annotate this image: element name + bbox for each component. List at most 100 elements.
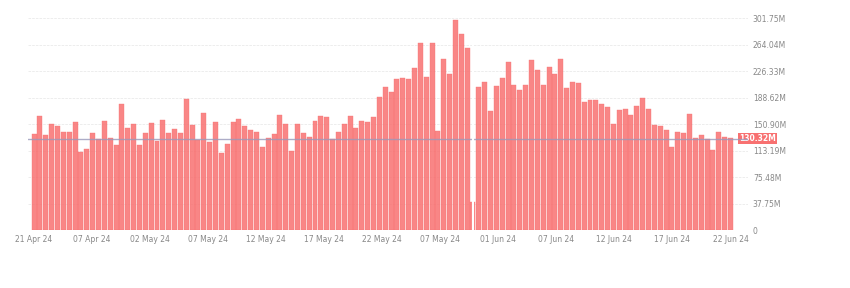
Bar	[570, 82, 575, 230]
Bar	[581, 102, 586, 230]
Bar	[31, 134, 37, 230]
Bar	[289, 151, 294, 230]
Bar	[728, 138, 733, 230]
Bar	[102, 121, 107, 230]
Bar	[96, 139, 101, 230]
Bar	[161, 120, 166, 230]
Bar	[500, 78, 505, 230]
Bar	[558, 59, 564, 230]
Bar	[236, 119, 241, 230]
Bar	[670, 147, 674, 230]
Bar	[564, 88, 570, 230]
Bar	[471, 202, 475, 230]
Bar	[640, 98, 645, 230]
Bar	[465, 48, 469, 230]
Bar	[277, 115, 282, 230]
Bar	[412, 68, 417, 230]
Bar	[535, 70, 540, 230]
Bar	[184, 99, 189, 230]
Bar	[482, 82, 487, 230]
Bar	[687, 114, 692, 230]
Bar	[90, 133, 95, 230]
Bar	[49, 124, 54, 230]
Bar	[459, 34, 464, 230]
Bar	[330, 139, 335, 230]
Bar	[260, 147, 265, 230]
Bar	[664, 130, 669, 230]
Bar	[541, 85, 546, 230]
Bar	[575, 83, 581, 230]
Bar	[494, 86, 499, 230]
Bar	[382, 87, 388, 230]
Bar	[354, 128, 359, 230]
Bar	[360, 121, 365, 230]
Bar	[248, 130, 253, 230]
Bar	[599, 104, 604, 230]
Bar	[196, 140, 201, 230]
Bar	[453, 20, 458, 230]
Bar	[167, 133, 171, 230]
Bar	[377, 97, 382, 230]
Bar	[283, 124, 288, 230]
Bar	[406, 79, 411, 230]
Bar	[114, 145, 118, 230]
Bar	[149, 124, 154, 230]
Bar	[78, 152, 83, 230]
Bar	[371, 117, 376, 230]
Bar	[219, 153, 224, 230]
Bar	[266, 138, 270, 230]
Bar	[429, 43, 434, 230]
Bar	[447, 74, 452, 230]
Bar	[67, 132, 71, 230]
Bar	[254, 132, 259, 230]
Bar	[178, 133, 183, 230]
Bar	[675, 132, 680, 230]
Bar	[336, 132, 341, 230]
Bar	[681, 133, 686, 230]
Bar	[658, 126, 663, 230]
Bar	[529, 60, 534, 230]
Bar	[324, 117, 329, 230]
Text: 130.32M: 130.32M	[740, 134, 776, 143]
Bar	[488, 111, 493, 230]
Bar	[652, 125, 657, 230]
Bar	[348, 116, 353, 230]
Bar	[119, 105, 124, 230]
Bar	[295, 124, 300, 230]
Bar	[699, 135, 704, 230]
Bar	[190, 125, 195, 230]
Bar	[301, 133, 306, 230]
Bar	[705, 139, 710, 230]
Bar	[61, 132, 65, 230]
Bar	[418, 43, 422, 230]
Bar	[172, 129, 177, 230]
Bar	[342, 124, 347, 230]
Bar	[646, 109, 651, 230]
Bar	[319, 115, 323, 230]
Bar	[476, 87, 481, 230]
Bar	[623, 109, 627, 230]
Bar	[131, 124, 136, 230]
Bar	[711, 150, 716, 230]
Bar	[388, 92, 394, 230]
Bar	[518, 90, 522, 230]
Bar	[224, 144, 230, 230]
Bar	[634, 106, 639, 230]
Bar	[37, 116, 42, 230]
Bar	[506, 62, 511, 230]
Bar	[155, 141, 160, 230]
Bar	[394, 79, 400, 230]
Bar	[242, 126, 247, 230]
Bar	[271, 134, 276, 230]
Bar	[84, 149, 89, 230]
Bar	[693, 138, 698, 230]
Bar	[628, 115, 633, 230]
Bar	[313, 121, 318, 230]
Bar	[201, 113, 207, 230]
Bar	[423, 77, 428, 230]
Bar	[722, 137, 727, 230]
Bar	[72, 122, 77, 230]
Bar	[213, 122, 218, 230]
Bar	[717, 132, 722, 230]
Bar	[587, 100, 592, 230]
